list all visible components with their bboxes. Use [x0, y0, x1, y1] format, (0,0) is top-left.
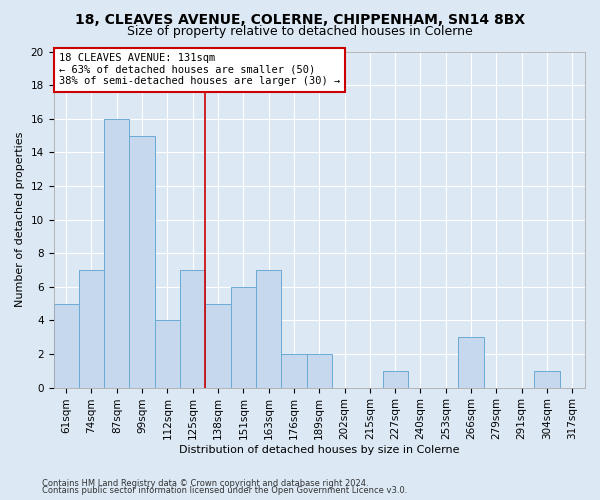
Bar	[230, 287, 256, 388]
Text: Size of property relative to detached houses in Colerne: Size of property relative to detached ho…	[127, 25, 473, 38]
Bar	[180, 270, 205, 388]
Bar	[155, 320, 180, 388]
Bar	[256, 270, 281, 388]
Bar	[104, 118, 130, 388]
Bar	[53, 304, 79, 388]
Bar	[535, 371, 560, 388]
Y-axis label: Number of detached properties: Number of detached properties	[15, 132, 25, 307]
Text: 18 CLEAVES AVENUE: 131sqm
← 63% of detached houses are smaller (50)
38% of semi-: 18 CLEAVES AVENUE: 131sqm ← 63% of detac…	[59, 53, 340, 86]
Bar	[130, 136, 155, 388]
Text: 18, CLEAVES AVENUE, COLERNE, CHIPPENHAM, SN14 8BX: 18, CLEAVES AVENUE, COLERNE, CHIPPENHAM,…	[75, 12, 525, 26]
Bar	[307, 354, 332, 388]
Text: Contains HM Land Registry data © Crown copyright and database right 2024.: Contains HM Land Registry data © Crown c…	[42, 478, 368, 488]
Bar	[205, 304, 230, 388]
Bar	[281, 354, 307, 388]
Text: Contains public sector information licensed under the Open Government Licence v3: Contains public sector information licen…	[42, 486, 407, 495]
Bar	[79, 270, 104, 388]
Bar	[458, 337, 484, 388]
X-axis label: Distribution of detached houses by size in Colerne: Distribution of detached houses by size …	[179, 445, 460, 455]
Bar	[383, 371, 408, 388]
